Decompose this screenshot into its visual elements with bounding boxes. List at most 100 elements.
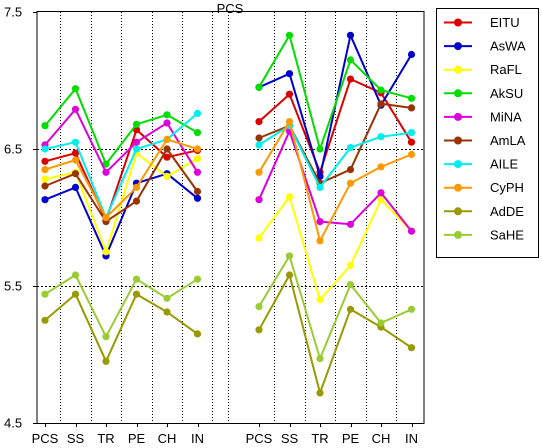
data-point [102,333,110,341]
series-line [44,138,198,219]
data-point [377,133,385,141]
data-point [285,193,294,201]
data-point [71,149,80,157]
legend-entry-AsWA: AsWA [444,39,526,54]
legend-entry-MiNA: MiNA [444,109,522,124]
legend-entry-CyPH: CyPH [444,180,524,195]
legend-entry-SaHE: SaHE [444,227,524,242]
data-point [71,271,80,279]
series-AdDE [41,271,416,397]
data-point [102,168,110,176]
series-MiNA [41,105,416,235]
data-point [407,227,416,235]
data-point [132,183,141,191]
gridlines [37,149,424,287]
data-point [132,120,141,128]
data-point [102,213,110,222]
data-point [41,157,49,165]
data-point [407,94,416,102]
series-line [258,34,412,150]
data-point [407,104,416,112]
legend-swatch-marker [454,18,462,27]
legend-label: SaHE [490,227,524,242]
data-point [377,163,385,171]
data-point [255,326,263,334]
data-point [193,194,202,202]
data-point [71,138,80,146]
legend-swatch-marker [454,42,462,51]
series-line [44,87,199,166]
series-SaHE [41,252,416,363]
data-point [41,166,49,174]
y-tick-label: 5.5 [4,279,22,294]
x-tick-label: SS [67,431,85,446]
data-point [285,118,294,126]
series-line [258,254,412,360]
data-point [132,275,141,283]
data-point [255,168,263,176]
data-point [255,118,263,126]
data-point [163,308,171,316]
legend-entry-AILE: AILE [444,157,519,172]
data-point [285,252,294,260]
data-point [316,183,324,191]
series-lines [41,31,416,397]
data-point [346,220,355,228]
data-point [41,290,49,298]
data-point [285,31,294,39]
data-point [346,261,355,269]
data-point [102,248,110,256]
data-point [71,183,80,191]
series-line [258,78,413,174]
legend-swatch-marker [454,112,462,121]
data-point [193,109,202,117]
data-point [346,144,355,152]
legend-swatch-marker [454,136,462,145]
x-tick-label: IN [405,431,418,446]
data-point [71,290,80,298]
data-point [346,75,355,83]
data-point [346,305,355,313]
data-point [377,86,385,94]
series-line [44,293,199,363]
legend-label: AILE [490,157,519,172]
legend-swatch-marker [454,89,462,98]
legend-label: AmLA [490,133,526,148]
data-point [255,141,263,149]
series-line [44,108,199,174]
data-point [407,150,416,159]
x-tick-label: PE [128,431,146,446]
data-point [132,145,141,153]
x-tick-label: PE [342,431,360,446]
legend-label: CyPH [490,180,524,195]
data-point [346,166,355,174]
category-separators [60,12,397,423]
series-line [258,195,413,301]
data-point [316,296,324,304]
data-point [41,182,49,190]
data-point [163,172,171,180]
legend-swatch-marker [454,207,462,216]
data-point [163,119,171,127]
x-tick-label: PCS [246,431,273,446]
plot-frame [36,11,425,424]
data-point [193,129,202,137]
data-point [71,156,80,164]
data-point [41,145,49,153]
legend-label: RaFL [490,62,522,77]
chart-title: PCS [217,1,244,16]
data-point [71,85,80,93]
x-axis-ticks: PCS SS TR PE CH IN PCS SS TR PE CH IN [32,423,418,446]
data-point [193,155,202,163]
data-point [255,196,263,204]
data-point [163,145,171,153]
data-point [377,196,385,204]
data-point [102,357,110,365]
data-point [163,111,171,119]
data-point [193,275,202,283]
data-point [407,50,416,59]
data-point [255,234,263,242]
data-point [255,83,263,91]
data-point [71,105,80,113]
data-point [132,290,141,298]
